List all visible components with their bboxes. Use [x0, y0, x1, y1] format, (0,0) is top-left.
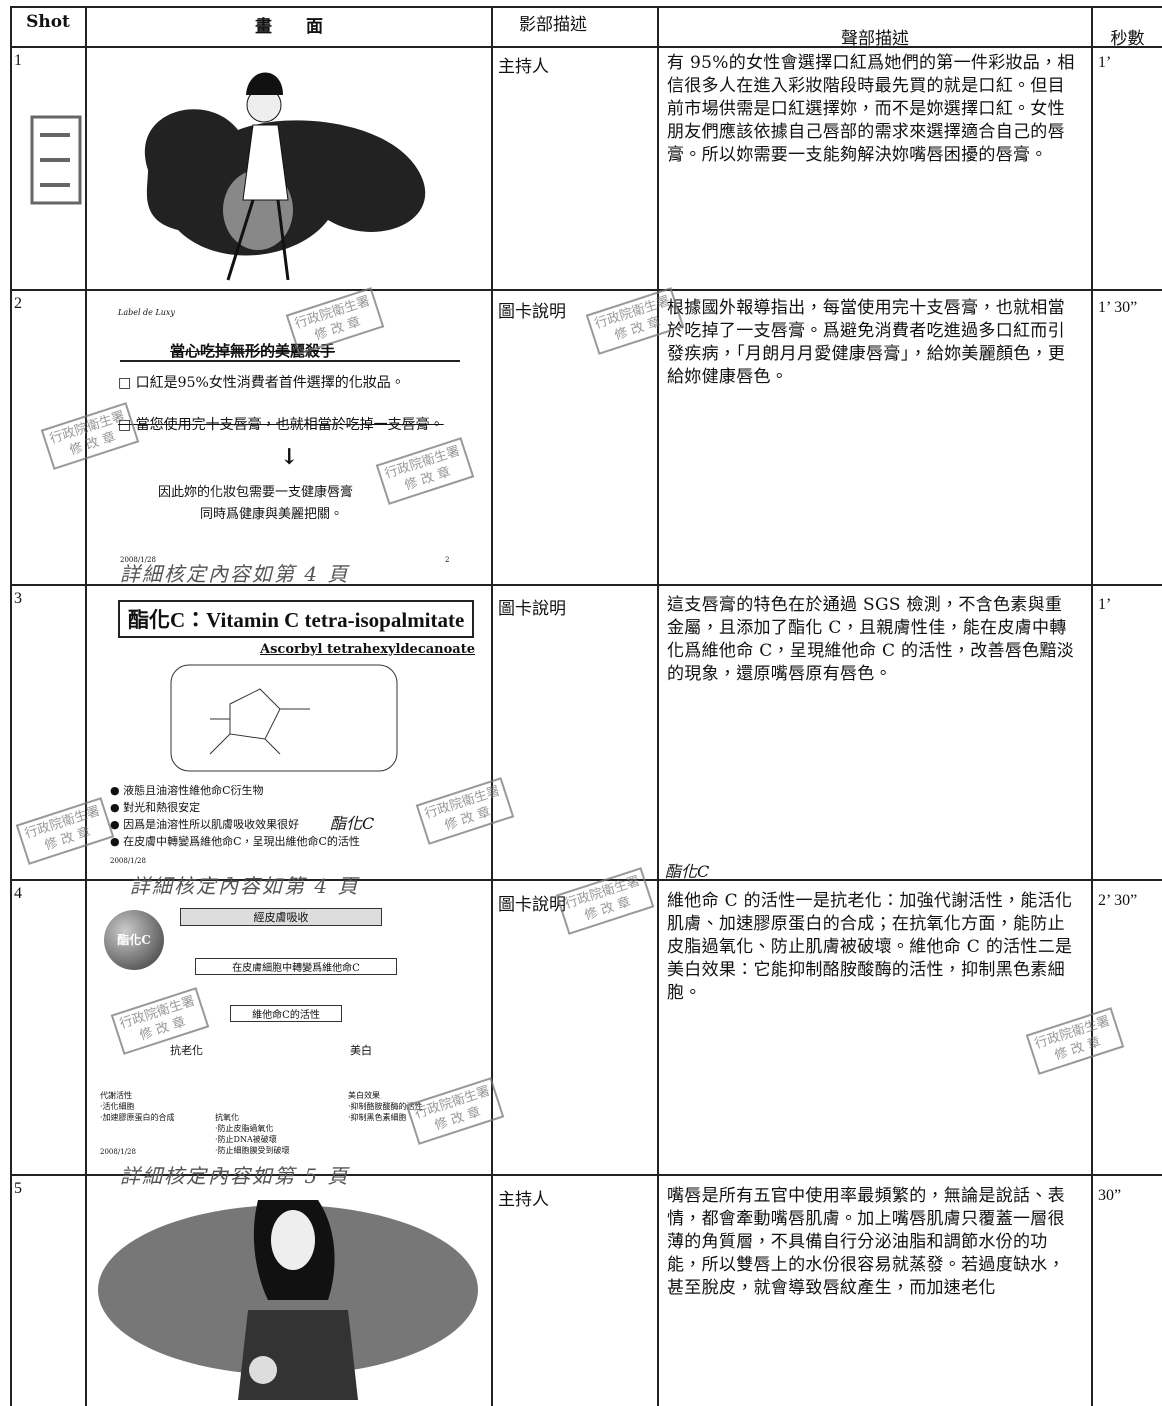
page-number: 2 [445, 556, 450, 564]
detail-list: 代謝活性 ·活化細胞 ·加速膠原蛋白的合成 [100, 1090, 175, 1123]
header: 影部描述 [519, 15, 587, 35]
detail: 代謝活性 [100, 1091, 132, 1100]
illustration [98, 1200, 478, 1400]
date: 2008/1/28 [110, 857, 146, 865]
seconds: 2’ 30” [1098, 892, 1138, 909]
bullet-list: ● 液態且油溶性維他命C衍生物 ● 對光和熱很安定 ● 因爲是油溶性所以肌膚吸收… [110, 782, 360, 850]
date: 2008/1/28 [120, 556, 156, 564]
audio-desc: 這支唇膏的特色在於通過 SGS 檢測，不含色素與重金屬，且添加了酯化 C，且親膚… [667, 595, 1075, 684]
audio-desc: 嘴唇是所有五官中使用率最頻繁的，無論是說話、表情，都會牽動嘴唇肌膚。加上嘴唇肌膚… [667, 1186, 1065, 1298]
bullet: ● 在皮膚中轉變爲維他命C，呈現出維他命C的活性 [110, 835, 360, 848]
header: 秒數 [1110, 29, 1145, 49]
video-desc: 主持人 [498, 1190, 549, 1210]
detail: ·防止皮脂過氧化 [215, 1124, 274, 1133]
rule [85, 6, 87, 1406]
video-desc: 圖卡說明 [498, 302, 566, 322]
date: 2008/1/28 [100, 1148, 136, 1156]
rule [10, 6, 12, 1406]
shot-number: 1 [14, 52, 22, 69]
slide: 酯化C：Vitamin C tetra-isopalmitate Ascorby… [110, 592, 480, 872]
seconds: 30” [1098, 1187, 1122, 1204]
detail: ·加速膠原蛋白的合成 [100, 1113, 175, 1122]
detail: 抗氧化 [215, 1113, 239, 1122]
audio-desc: 有 95%的女性會選擇口紅爲她們的第一件彩妝品，相信很多人在進入彩妝階段時最先買… [667, 53, 1075, 165]
detail: 美白效果 [348, 1091, 380, 1100]
bullet: □ 口紅是95%女性消費者首件選擇的化妝品。 [118, 375, 405, 391]
handwritten-note: 詳細核定內容如第 5 頁 [120, 1164, 350, 1188]
video-desc: 圖卡說明 [498, 895, 566, 915]
shot-number: 3 [14, 590, 22, 607]
structure-diagram [170, 664, 398, 772]
seconds: 1’ [1098, 596, 1112, 613]
seconds: 1’ 30” [1098, 299, 1138, 316]
handwritten-note: 詳細核定內容如第 4 頁 [130, 874, 360, 898]
slide-subtitle: Ascorbyl tetrahexyldecanoate [260, 642, 475, 657]
detail: ·活化細胞 [100, 1102, 135, 1111]
illustration [144, 72, 426, 281]
branch: 美白 [350, 1044, 372, 1057]
step: 在皮膚細胞中轉變爲維他命C [195, 958, 397, 975]
slide-title: 酯化C：Vitamin C tetra-isopalmitate [118, 600, 475, 638]
shot-number: 5 [14, 1180, 22, 1197]
rule [10, 584, 1162, 586]
rule [10, 46, 1162, 48]
conclusion: 因此妳的化妝包需要一支健康唇膏 [158, 485, 354, 500]
detail-list: 美白效果 ·抑制酪胺酸酶的活性 ·抑制黑色素細胞 [348, 1090, 423, 1123]
handwritten-note: 詳細核定內容如第 4 頁 [120, 562, 350, 586]
conclusion: 同時爲健康與美麗把關。 [200, 507, 344, 522]
video-desc: 圖卡說明 [498, 599, 566, 619]
bullet: □ 當您使用完十支唇膏，也就相當於吃掉一支唇膏。 [118, 417, 444, 433]
rule [1091, 6, 1093, 1406]
slide: Label de Luxy 當心吃掉無形的美麗殺手 □ 口紅是95%女性消費者首… [110, 296, 470, 576]
handwritten-note: 酯化C [330, 814, 375, 833]
detail: ·抑制黑色素細胞 [348, 1113, 407, 1122]
rule [657, 6, 659, 1406]
rule [10, 289, 1162, 291]
stamp-mark [30, 115, 82, 205]
bullet: ● 對光和熱很安定 [110, 801, 201, 814]
audio-desc: 根據國外報導指出，每當使用完十支唇膏，也就相當於吃掉了一支唇膏。爲避免消費者吃進… [667, 298, 1066, 387]
branch: 抗老化 [170, 1044, 203, 1057]
video-desc: 主持人 [498, 57, 549, 77]
step: 經皮膚吸收 [180, 908, 382, 926]
shot-number: 4 [14, 885, 22, 902]
audio-desc: 維他命 C 的活性一是抗老化：加強代謝活性，能活化肌膚、加速膠原蛋白的合成；在抗… [667, 891, 1073, 1003]
shot-number: 2 [14, 295, 22, 312]
detail-list: 抗氧化 ·防止皮脂過氧化 ·防止DNA被破壞 ·防止細胞膜受到破壞 [215, 1112, 290, 1156]
slide: 酯化C 經皮膚吸收 在皮膚細胞中轉變爲維他命C 維他命C的活性 抗老化 美白 代… [100, 890, 480, 1160]
seconds: 1’ [1098, 54, 1112, 71]
stamp: 行政院衛生署修 改 章 [1025, 1007, 1125, 1075]
bullet: ● 液態且油溶性維他命C衍生物 [110, 784, 264, 797]
detail: ·抑制酪胺酸酶的活性 [348, 1102, 423, 1111]
header: 聲部描述 [841, 29, 909, 49]
rule [10, 6, 1162, 8]
arrow: ↓ [280, 444, 299, 470]
badge: 酯化C [104, 910, 164, 970]
bullet: ● 因爲是油溶性所以肌膚吸收效果很好 [110, 818, 300, 831]
header: 畫 面 [255, 17, 323, 37]
header: Shot [26, 12, 70, 32]
rule [10, 879, 1162, 881]
slide-title: 當心吃掉無形的美麗殺手 [170, 342, 336, 360]
detail: ·防止DNA被破壞 [215, 1135, 277, 1144]
detail: ·防止細胞膜受到破壞 [215, 1146, 290, 1155]
stamp: 行政院衛生署修 改 章 [15, 797, 115, 865]
rule [491, 6, 493, 1406]
stamp: 行政院衛生署修 改 章 [555, 867, 655, 935]
handwritten-note: 酯化C [665, 862, 710, 881]
logo: Label de Luxy [118, 308, 175, 317]
rule [10, 1174, 1162, 1176]
step: 維他命C的活性 [230, 1005, 342, 1022]
